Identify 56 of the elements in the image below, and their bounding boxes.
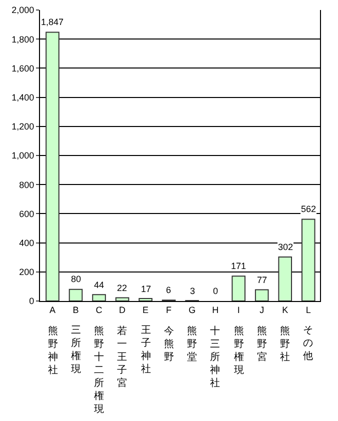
data-label: 22 (117, 283, 128, 293)
x-tick-label: C (96, 304, 103, 315)
x-tick-label: I (237, 304, 240, 315)
bar (46, 32, 60, 301)
y-tick-label: 0 (29, 296, 34, 306)
x-tick-label: L (306, 304, 311, 315)
data-label: 562 (301, 204, 316, 214)
x-tick-label: D (119, 304, 126, 315)
text: 熊野神社 (48, 325, 58, 376)
y-tick-label: 800 (19, 180, 34, 190)
y-tick-label: 400 (19, 238, 34, 248)
x-tick-label: K (282, 304, 288, 315)
text: 三所権現 (71, 325, 81, 375)
x-tick-label: J (260, 304, 264, 315)
y-tick-label: 200 (19, 267, 34, 278)
bar (115, 297, 130, 301)
data-label: 6 (166, 285, 172, 295)
x-tick-label: B (72, 304, 79, 315)
x-tick-label: A (49, 304, 56, 315)
x-tick-label: H (212, 304, 219, 315)
text: その他 (303, 325, 313, 362)
bar (301, 218, 316, 301)
bar (138, 298, 152, 301)
x-tick-label: E (142, 304, 149, 315)
y-tick-label: 1,600 (12, 63, 34, 74)
data-label: 80 (71, 274, 82, 284)
data-label: 0 (213, 286, 218, 296)
bar (232, 276, 246, 301)
data-label: 17 (141, 284, 152, 294)
bar (278, 256, 292, 301)
data-label: 44 (94, 280, 104, 290)
y-tick-label: 1,400 (12, 92, 34, 102)
data-label: 171 (231, 261, 246, 271)
text: 十三所神社 (210, 325, 220, 389)
y-tick-label: 1,200 (12, 122, 34, 132)
x-tick-label: G (188, 304, 196, 315)
text: 王子神社 (141, 325, 151, 375)
y-tick-label: 600 (19, 208, 34, 219)
text: 熊野権現 (234, 325, 244, 376)
text: 若一王子宮 (117, 325, 127, 389)
bar (254, 289, 269, 301)
text: 今熊野 (164, 325, 174, 363)
bar (92, 294, 106, 301)
text: 熊野社 (280, 325, 290, 363)
text: 熊野堂 (187, 325, 197, 363)
bar (68, 288, 83, 301)
data-label: 77 (257, 275, 268, 285)
y-tick-label: 1,000 (12, 150, 34, 161)
text: 熊野宮 (257, 325, 267, 363)
data-label: 302 (278, 242, 294, 252)
data-label: 1,847 (41, 17, 64, 27)
text: 熊野十二所権現 (94, 325, 104, 415)
x-tick-label: F (166, 304, 172, 315)
y-tick-label: 1,800 (12, 34, 34, 44)
y-tick-label: 2,000 (12, 5, 34, 16)
data-label: 3 (190, 286, 196, 296)
